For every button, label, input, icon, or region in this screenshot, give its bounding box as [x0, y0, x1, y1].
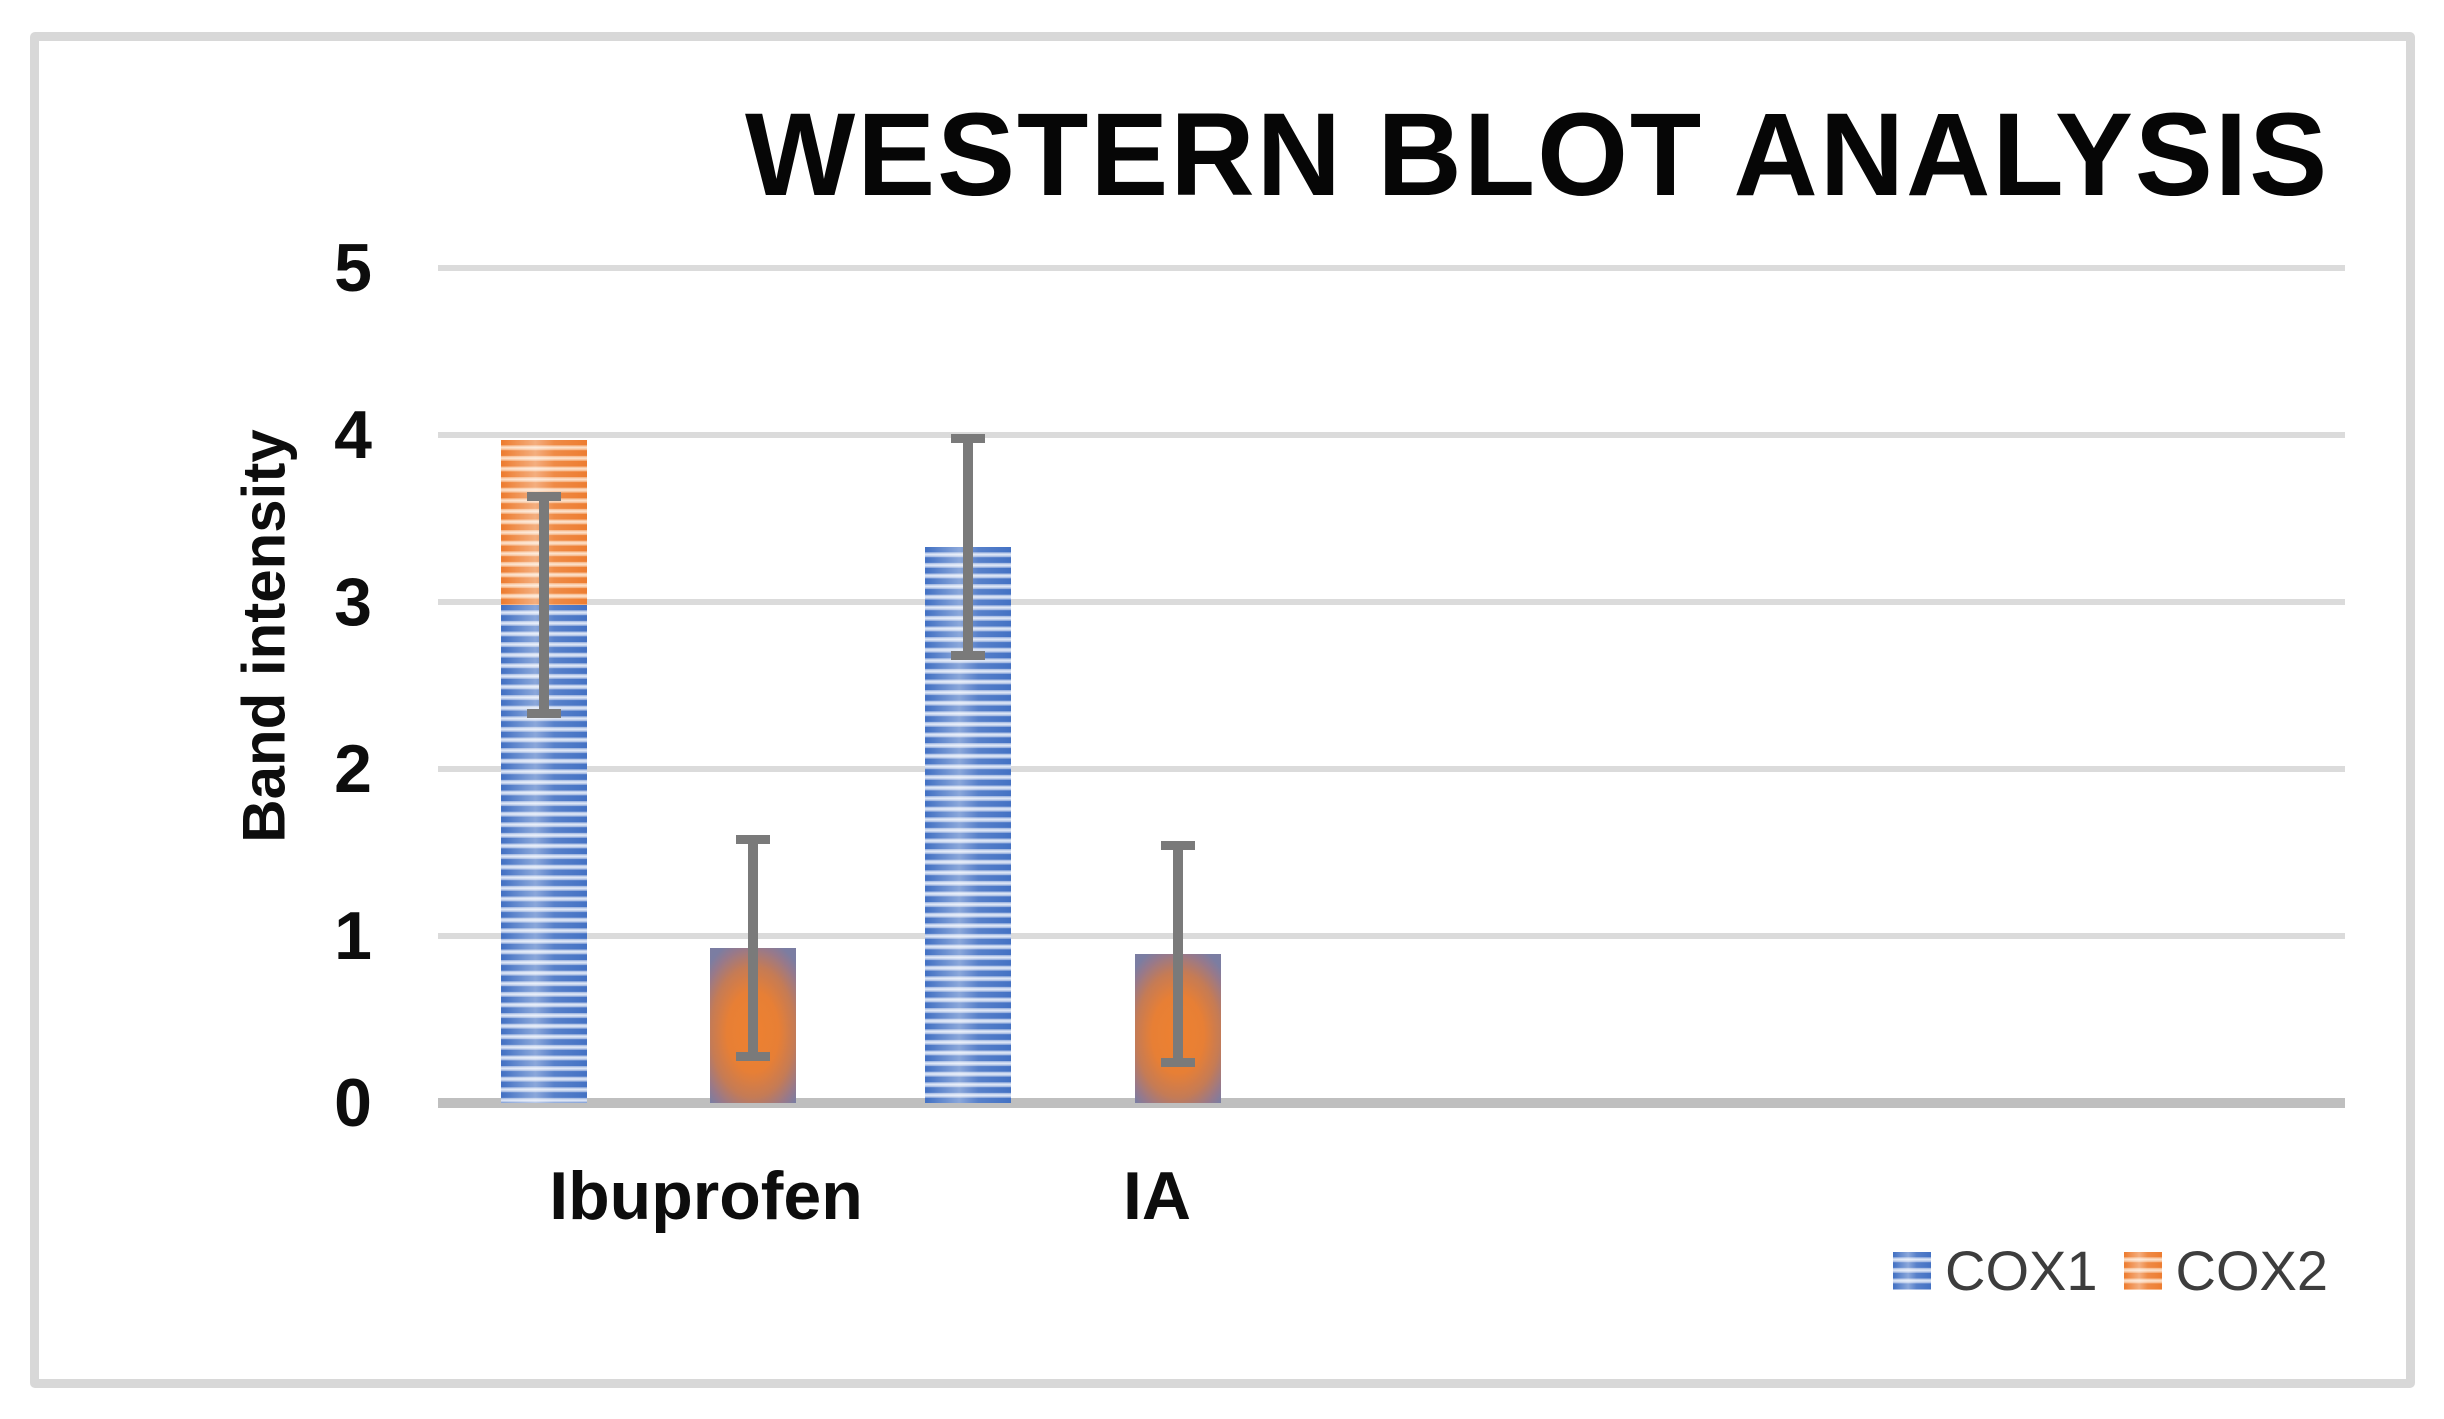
gridline-y-5: [438, 265, 2345, 271]
x-axis-line: [438, 1098, 2345, 1108]
legend-label-cox1: COX1: [1945, 1239, 2098, 1302]
legend-item-cox2: COX2: [2123, 1239, 2329, 1302]
error-bar-top-cap: [951, 433, 985, 443]
y-tick-label-2: 2: [334, 731, 372, 807]
y-tick-label-0: 0: [334, 1065, 372, 1141]
legend-item-cox1: COX1: [1893, 1242, 2098, 1300]
error-bar-top-cap: [736, 834, 770, 844]
legend: COX1 COX2: [1893, 1242, 2328, 1300]
cox1-series-swatch-icon: [1893, 1252, 1931, 1290]
error-bar-top-cap: [1161, 841, 1195, 851]
error-bar-stem: [1173, 848, 1183, 1061]
y-tick-label-5: 5: [334, 230, 372, 306]
y-tick-label-4: 4: [334, 397, 372, 473]
error-bar-stem: [963, 440, 973, 653]
gridline-y-1: [438, 933, 2345, 939]
error-bar-ibuprofen-cox2: [736, 834, 770, 1061]
error-bar-top-cap: [527, 492, 561, 502]
gridline-y-2: [438, 766, 2345, 772]
gridline-y-3: [438, 599, 2345, 605]
x-category-label-ibuprofen: Ibuprofen: [549, 1158, 863, 1234]
chart-title: WESTERN BLOT ANALYSIS: [745, 89, 2330, 221]
cox2-series-swatch-icon: [2123, 1252, 2162, 1290]
x-category-label-ia: IA: [1123, 1158, 1191, 1234]
chart-border-frame: [30, 32, 2415, 1388]
error-bar-bottom-cap: [1161, 1058, 1195, 1068]
error-bar-stem: [748, 841, 758, 1054]
error-bar-bottom-cap: [951, 650, 985, 660]
error-bar-ia-cox1: [951, 433, 985, 660]
y-tick-label-3: 3: [334, 564, 372, 640]
error-bar-bottom-cap: [527, 709, 561, 719]
error-bar-ibuprofen-cox1: [527, 492, 561, 719]
error-bar-bottom-cap: [736, 1051, 770, 1061]
error-bar-ia-cox2: [1161, 841, 1195, 1068]
error-bar-stem: [539, 499, 549, 712]
legend-label-cox2: COX2: [2175, 1239, 2329, 1302]
y-tick-label-1: 1: [334, 898, 372, 974]
gridline-y-4: [438, 432, 2345, 438]
